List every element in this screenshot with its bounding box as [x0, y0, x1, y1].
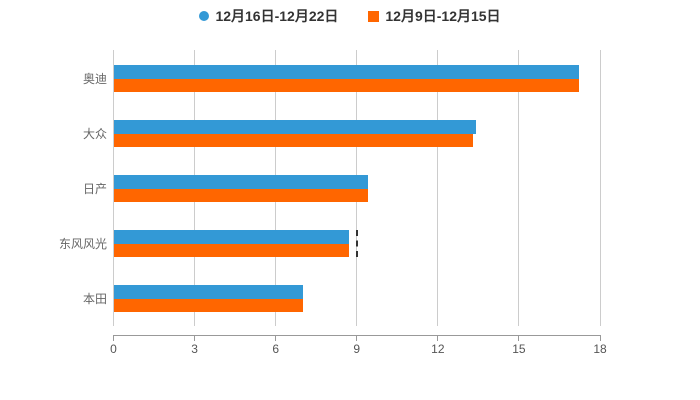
x-axis-tick-label: 15 [512, 342, 526, 356]
x-axis-tick-label: 9 [353, 342, 361, 356]
x-axis-tick [437, 335, 439, 341]
x-axis-tick-label: 6 [272, 342, 279, 356]
bar-s1-c1[interactable] [114, 120, 477, 134]
category-label: 大众 [82, 126, 107, 141]
x-axis-tick [518, 335, 520, 341]
bar-s2-c3[interactable] [114, 243, 350, 257]
category-label: 东风风光 [58, 236, 107, 251]
bar-s1-c2[interactable] [114, 175, 369, 189]
x-axis-tick [113, 335, 114, 341]
legend-item-week-dec9-15[interactable]: 12月9日-12月15日 [368, 7, 501, 25]
gridline [437, 50, 439, 326]
bar-s1-c3[interactable] [114, 230, 350, 244]
x-axis-tick [275, 335, 277, 341]
x-axis-tick [599, 335, 601, 341]
legend-item-week-dec16-22[interactable]: 12月16日-12月22日 [199, 7, 338, 25]
x-axis-tick-label: 3 [191, 342, 198, 356]
x-axis-line [113, 335, 601, 336]
bar-s2-c2[interactable] [114, 188, 369, 202]
gridline [113, 50, 114, 326]
bar-s2-c0[interactable] [114, 78, 579, 92]
gridline [518, 50, 520, 326]
bar-s2-c1[interactable] [114, 133, 474, 147]
legend: 12月16日-12月22日 12月9日-12月15日 [0, 5, 700, 27]
category-label: 奥迪 [82, 71, 107, 86]
bar-s1-c0[interactable] [114, 65, 579, 79]
dashed-marker [355, 230, 358, 257]
category-label: 本田 [82, 291, 107, 306]
gridline [599, 50, 601, 326]
x-axis-tick [194, 335, 196, 341]
x-axis-tick-label: 0 [110, 342, 117, 356]
category-label: 日产 [82, 181, 107, 196]
x-axis-tick [356, 335, 358, 341]
legend-label-series1: 12月16日-12月22日 [215, 8, 339, 24]
x-axis-tick-label: 18 [593, 342, 607, 356]
x-axis-tick-label: 12 [431, 342, 445, 356]
bar-s2-c4[interactable] [114, 298, 304, 312]
legend-label-series2: 12月9日-12月15日 [385, 8, 501, 24]
series1-circle-marker-icon [199, 11, 210, 21]
bar-s1-c4[interactable] [114, 285, 304, 299]
series2-square-marker-icon [368, 10, 380, 22]
